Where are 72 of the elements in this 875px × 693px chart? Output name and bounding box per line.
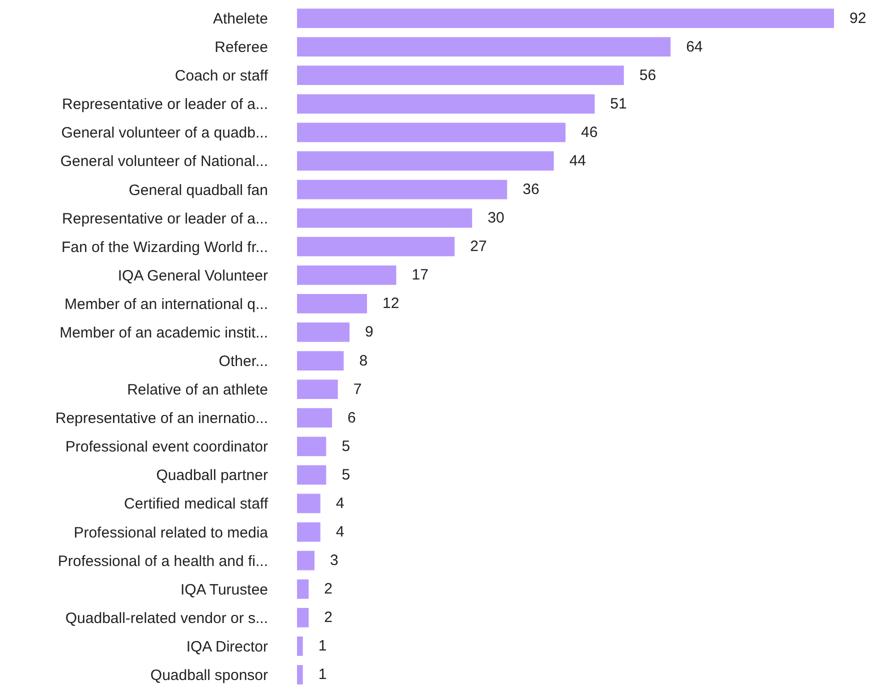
bar	[297, 465, 326, 485]
bar	[297, 322, 350, 342]
bar	[297, 494, 320, 514]
bar	[297, 66, 624, 86]
bar	[297, 37, 671, 57]
bar	[297, 265, 396, 285]
data-label: 64	[674, 38, 703, 56]
y-tick-label: IQA Turustee	[180, 581, 268, 598]
data-label: 1	[306, 638, 327, 655]
y-tick-label: Member of an academic instit...	[60, 324, 268, 342]
y-tick-label: Coach or staff	[174, 68, 269, 85]
bar	[297, 579, 309, 599]
data-label: 8	[346, 352, 368, 370]
y-tick-label: Athelete	[212, 10, 268, 28]
bar	[297, 94, 595, 114]
y-tick-label: Professional related to media	[74, 524, 269, 542]
data-label: 46	[568, 124, 598, 141]
y-tick-label: IQA Director	[186, 638, 268, 656]
y-tick-label: Quadball sponsor	[150, 666, 268, 684]
data-label: 2	[312, 580, 333, 598]
data-label: 5	[329, 466, 350, 484]
y-tick-label: Member of an international q...	[64, 296, 268, 313]
y-tick-label: Fan of the Wizarding World fr...	[62, 238, 268, 256]
y-tick-label: Referee	[214, 39, 268, 56]
y-tick-label: Representative or leader of a...	[62, 210, 268, 228]
data-label: 12	[370, 295, 400, 312]
data-label: 36	[510, 181, 540, 198]
data-label: 4	[323, 524, 344, 541]
bar	[297, 608, 309, 628]
data-label: 7	[340, 380, 362, 398]
data-label: 56	[626, 66, 656, 84]
data-label: 92	[837, 10, 866, 27]
data-label: 2	[312, 609, 333, 626]
bar	[297, 180, 508, 200]
data-label: 1	[306, 666, 327, 684]
bar	[297, 436, 326, 456]
data-label: 27	[458, 238, 487, 256]
data-label: 44	[556, 152, 586, 170]
bar	[297, 522, 320, 542]
bar	[297, 236, 455, 256]
bar	[297, 122, 566, 142]
data-label: 6	[335, 409, 356, 426]
data-label: 5	[329, 438, 350, 455]
bar	[297, 550, 315, 570]
y-tick-label: Representative of an inernatio...	[55, 410, 268, 428]
bar	[297, 665, 303, 684]
y-tick-label: General volunteer of a quadb...	[61, 124, 268, 142]
y-tick-label: Professional of a health and fi...	[58, 552, 268, 570]
y-tick-label: Other...	[218, 353, 268, 370]
y-tick-label: IQA General Volunteer	[118, 267, 268, 284]
y-tick-label: Representative or leader of a...	[62, 96, 268, 114]
data-label: 30	[475, 210, 504, 227]
y-tick-label: Professional event coordinator	[65, 438, 268, 456]
y-tick-label: Certified medical staff	[124, 496, 269, 513]
bar	[297, 208, 472, 228]
y-tick-label: Quadball partner	[156, 467, 268, 484]
bar	[297, 380, 338, 400]
data-label: 17	[399, 266, 428, 284]
bar	[297, 351, 344, 370]
data-label: 9	[352, 324, 374, 341]
bar	[297, 294, 368, 314]
y-tick-label: Quadball-related vendor or s...	[65, 610, 268, 627]
data-label: 3	[318, 552, 338, 570]
bar	[297, 8, 834, 28]
data-label: 51	[598, 95, 627, 112]
bar	[297, 408, 332, 428]
y-tick-label: General quadball fan	[128, 182, 268, 199]
data-label: 4	[323, 494, 344, 512]
bar	[297, 636, 303, 656]
bar	[297, 151, 554, 171]
y-tick-label: Relative of an athlete	[127, 382, 268, 399]
y-tick-label: General volunteer of National...	[60, 153, 268, 170]
